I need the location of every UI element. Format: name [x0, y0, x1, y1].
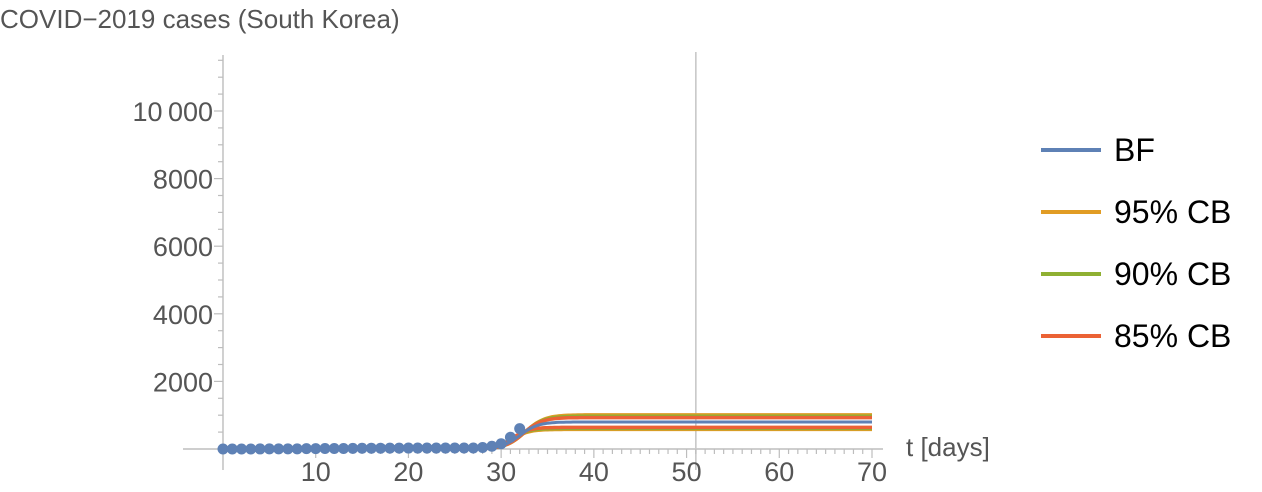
x-tick-label: 60: [764, 457, 794, 487]
legend-label: 95% CB: [1114, 194, 1231, 230]
y-tick-label: 8000: [153, 165, 213, 195]
data-point: [236, 443, 248, 455]
data-point: [477, 441, 489, 453]
data-point: [319, 442, 331, 454]
x-tick-label: 10: [301, 457, 331, 487]
data-point: [338, 442, 350, 454]
y-tick-label: 4000: [153, 300, 213, 330]
data-point: [291, 443, 303, 455]
legend-label: 90% CB: [1114, 256, 1231, 292]
data-point: [514, 423, 526, 435]
data-points: [217, 423, 526, 455]
axes: 10 20 30 40 50 60 70 2000 4000 6000 8000 10 000: [133, 52, 887, 487]
data-point: [263, 443, 275, 455]
data-point: [328, 442, 340, 454]
data-point: [254, 443, 266, 455]
data-point: [504, 431, 516, 443]
data-point: [421, 442, 433, 454]
data-point: [273, 443, 285, 455]
x-tick-label: 20: [393, 457, 423, 487]
data-point: [467, 442, 479, 454]
data-point: [495, 438, 507, 450]
data-point: [347, 442, 359, 454]
legend-label: BF: [1114, 132, 1155, 168]
data-point: [226, 443, 238, 455]
data-point: [458, 442, 470, 454]
y-tick-label: 2000: [153, 367, 213, 397]
data-point: [217, 443, 229, 455]
series-lines: [223, 413, 872, 451]
x-tick-label: 50: [672, 457, 702, 487]
x-axis-label: t [days]: [906, 432, 990, 462]
data-point: [300, 443, 312, 455]
x-tick-label: 40: [579, 457, 609, 487]
data-point: [402, 442, 414, 454]
data-point: [393, 442, 405, 454]
data-point: [356, 442, 368, 454]
data-point: [412, 442, 424, 454]
chart-title: COVID−2019 cases (South Korea): [0, 4, 400, 34]
data-point: [365, 442, 377, 454]
data-point: [375, 442, 387, 454]
data-point: [310, 443, 322, 455]
data-point: [486, 440, 498, 452]
data-point: [245, 443, 257, 455]
data-point: [282, 443, 294, 455]
data-point: [384, 442, 396, 454]
y-tick-label: 10 000: [133, 97, 214, 127]
data-point: [440, 442, 452, 454]
x-tick-label: 70: [857, 457, 887, 487]
data-point: [430, 442, 442, 454]
y-tick-label: 6000: [153, 232, 213, 262]
legend: BF 95% CB 90% CB 85% CB: [1041, 132, 1231, 354]
legend-label: 85% CB: [1114, 318, 1231, 354]
data-point: [449, 442, 461, 454]
x-tick-label: 30: [486, 457, 516, 487]
